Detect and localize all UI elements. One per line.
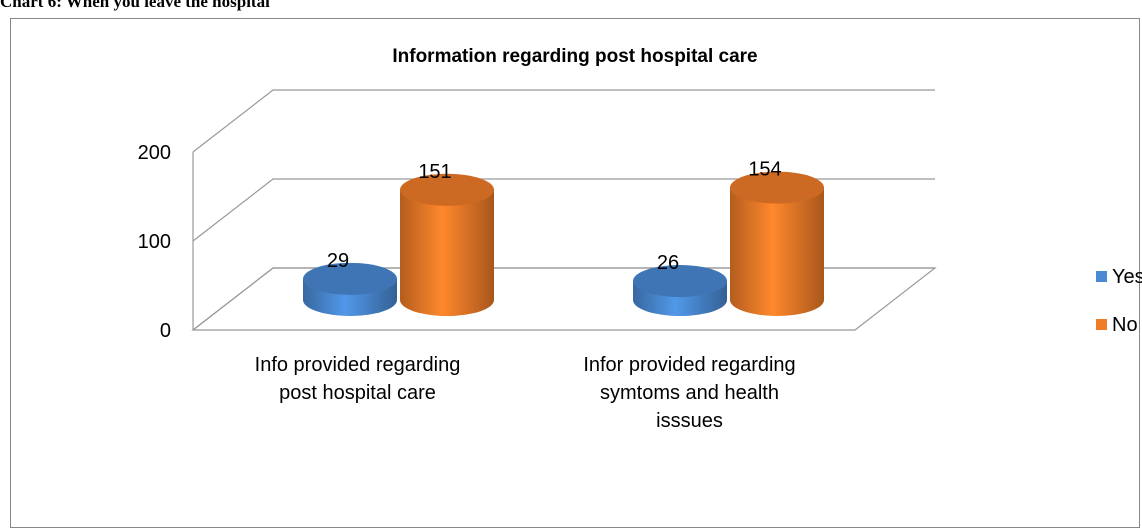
cylinder — [730, 171, 824, 316]
cylinder-top — [633, 265, 727, 298]
data-label: 154 — [748, 159, 781, 181]
cylinder-top — [400, 173, 494, 206]
legend-swatch — [1096, 271, 1107, 282]
x-tick-label: Infor provided regarding symtoms and hea… — [583, 354, 796, 432]
grid-line — [192, 267, 935, 331]
cylinder-top — [730, 171, 824, 204]
cylinder-top — [303, 262, 397, 295]
legend-swatch — [1096, 319, 1107, 330]
cylinder-body — [730, 187, 824, 316]
legend-label: Yes — [1112, 266, 1142, 288]
chart-title: Information regarding post hospital care — [392, 46, 757, 67]
legend-label: No — [1112, 314, 1138, 336]
y-tick-label: 0 — [160, 320, 171, 342]
grid-line — [192, 178, 935, 242]
data-label: 151 — [418, 161, 451, 183]
x-tick-label: Info provided regarding post hospital ca… — [254, 354, 461, 404]
y-tick-label: 100 — [138, 231, 171, 253]
data-label: 26 — [657, 252, 679, 274]
cylinder — [633, 265, 727, 316]
grid-line — [192, 89, 935, 153]
cylinder — [400, 173, 494, 316]
caption: Chart 6: When you leave the hospital — [0, 0, 270, 11]
y-tick-label: 200 — [138, 142, 171, 164]
cylinder — [303, 262, 397, 316]
cylinder-body — [400, 189, 494, 316]
data-label: 29 — [327, 250, 349, 272]
